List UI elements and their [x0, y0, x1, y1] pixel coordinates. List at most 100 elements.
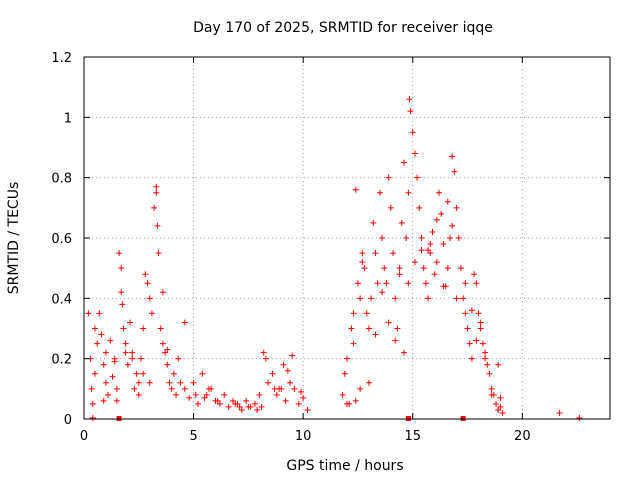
data-point — [162, 349, 169, 356]
data-point — [409, 129, 416, 136]
data-point — [348, 325, 355, 332]
data-point — [113, 397, 120, 404]
data-point — [225, 403, 232, 410]
data-point — [455, 235, 462, 241]
data-point — [396, 271, 403, 278]
data-point — [118, 289, 125, 296]
x-axis-label: GPS time / hours — [286, 458, 403, 474]
x-tick-labels: 0 5 10 15 20 — [80, 429, 531, 444]
data-point — [140, 325, 147, 332]
data-point — [124, 361, 131, 368]
data-point — [422, 280, 429, 287]
data-point — [431, 271, 438, 278]
data-point — [383, 280, 390, 287]
data-point — [256, 391, 263, 398]
data-point — [113, 385, 120, 392]
data-point — [214, 397, 221, 404]
data-point — [304, 406, 311, 413]
axis-ticks — [83, 56, 610, 420]
y-tick-label: 0.6 — [51, 232, 72, 247]
data-point — [406, 96, 413, 103]
data-point — [400, 159, 407, 166]
data-point — [411, 150, 418, 157]
data-point — [376, 189, 383, 196]
data-point — [379, 289, 386, 296]
data-point — [433, 259, 440, 266]
data-point — [370, 219, 377, 226]
y-tick-label: 1 — [64, 111, 72, 126]
data-point — [251, 400, 258, 407]
data-point — [344, 400, 350, 407]
data-point — [159, 340, 166, 347]
data-point — [352, 397, 359, 404]
data-point — [398, 219, 405, 226]
data-point — [365, 325, 372, 332]
data-point — [473, 337, 480, 344]
data-point — [488, 391, 495, 398]
data-point — [238, 406, 245, 413]
data-point — [151, 204, 158, 211]
data-point — [135, 391, 142, 398]
data-point — [144, 280, 151, 287]
data-point — [475, 310, 482, 317]
data-point — [232, 400, 239, 407]
data-point — [129, 355, 136, 362]
data-point — [194, 400, 201, 407]
data-point — [363, 310, 370, 317]
data-point — [429, 228, 436, 235]
data-point — [468, 307, 475, 314]
data-points — [85, 96, 583, 421]
data-point — [177, 379, 184, 386]
data-point — [436, 189, 443, 196]
data-point — [486, 370, 493, 377]
data-point — [122, 349, 129, 356]
data-point — [425, 295, 432, 302]
data-point — [127, 319, 134, 326]
data-point — [133, 370, 140, 377]
data-point — [484, 361, 491, 368]
plot-frame — [83, 56, 611, 420]
data-point — [477, 325, 484, 332]
data-point — [159, 289, 166, 296]
data-point — [258, 403, 265, 410]
data-point — [372, 331, 379, 338]
data-point — [236, 403, 243, 410]
data-point — [468, 355, 475, 362]
data-point — [107, 337, 114, 344]
data-point — [199, 370, 206, 377]
data-point — [192, 391, 199, 398]
data-point — [291, 385, 298, 392]
data-point — [135, 379, 142, 386]
data-point — [379, 235, 386, 241]
data-point — [122, 340, 129, 347]
data-point — [374, 280, 381, 287]
data-point — [287, 379, 294, 386]
data-point — [403, 235, 410, 241]
data-point — [405, 189, 412, 196]
data-point — [118, 265, 125, 272]
data-point — [109, 373, 116, 380]
data-point — [449, 153, 456, 160]
data-point — [497, 403, 504, 410]
data-point — [385, 319, 392, 326]
data-point — [254, 406, 261, 413]
data-point — [576, 415, 583, 421]
data-point — [164, 361, 171, 368]
data-point — [427, 250, 434, 257]
data-point — [396, 265, 403, 272]
data-point — [91, 325, 98, 332]
data-point — [273, 391, 280, 398]
y-axis-label: SRMTID / TECUs — [6, 182, 22, 295]
x-tick-label: 20 — [514, 429, 531, 444]
data-point — [88, 385, 95, 392]
data-point — [479, 340, 486, 347]
y-tick-label: 0.2 — [51, 353, 72, 368]
data-point — [499, 409, 506, 416]
data-point — [203, 391, 210, 398]
data-point — [205, 385, 212, 392]
data-point — [449, 222, 456, 229]
data-point — [556, 409, 563, 416]
data-point — [341, 370, 348, 377]
data-point — [269, 370, 276, 377]
